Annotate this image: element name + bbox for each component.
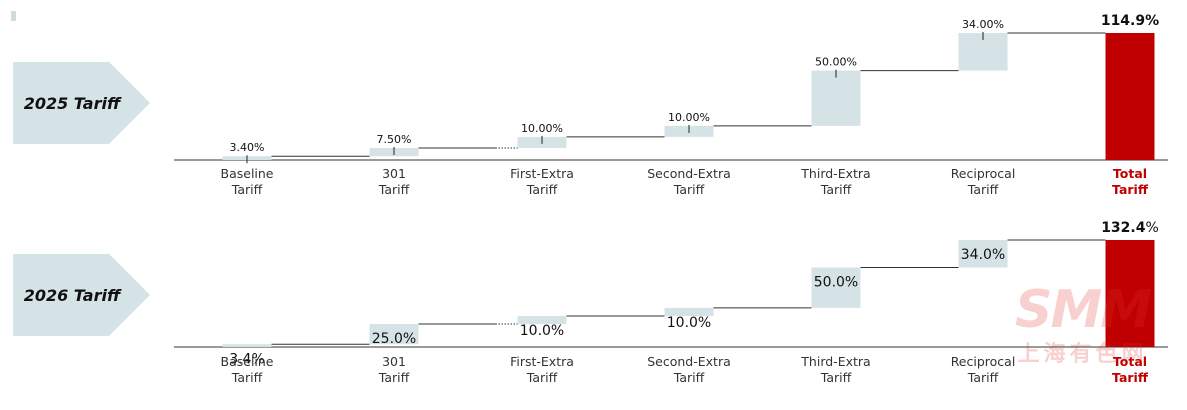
category-label: Tariff: [378, 370, 410, 385]
total-value-label: 132.4%: [1101, 220, 1159, 236]
category-label: Baseline: [221, 354, 274, 369]
step-bar: [664, 307, 714, 316]
category-label: 301: [382, 354, 406, 369]
row-tag-label: 2026 Tariff: [23, 285, 121, 305]
category-label: Tariff: [820, 182, 852, 197]
total-bar: [1105, 240, 1155, 347]
data-value-label: 50.00%: [815, 56, 857, 69]
step-bar: [222, 344, 272, 347]
data-value-label: 10.00%: [668, 111, 710, 124]
category-label: Tariff: [526, 370, 558, 385]
category-label: First-Extra: [510, 166, 574, 181]
category-label: Tariff: [526, 182, 558, 197]
category-label: Tariff: [673, 370, 705, 385]
row-tag-2025: 2025 Tariff: [13, 62, 151, 144]
category-label: Tariff: [673, 182, 705, 197]
step-bar: [369, 324, 419, 345]
data-value-label: 3.4%: [229, 351, 265, 367]
category-label: Tariff: [1112, 370, 1149, 385]
tag-arrow-shape: [13, 254, 150, 336]
step-bar: [811, 70, 861, 126]
category-label: Total: [1113, 354, 1147, 369]
data-value-label: 10.0%: [520, 323, 564, 339]
category-label: Tariff: [1112, 182, 1149, 197]
category-label: Reciprocal: [951, 354, 1016, 369]
category-label: Tariff: [231, 370, 263, 385]
waterfall-chart-2025: 3.40%BaselineTariff7.50%301Tariff10.00%F…: [174, 13, 1168, 197]
category-label: Tariff: [967, 370, 999, 385]
category-label: Tariff: [820, 370, 852, 385]
tag-arrow-shape: [13, 62, 150, 144]
row-tag-2026: 2026 Tariff: [13, 254, 151, 336]
category-label: Total: [1113, 166, 1147, 181]
step-bar: [811, 267, 861, 308]
data-value-label: 10.0%: [667, 315, 711, 331]
step-bar: [517, 315, 567, 325]
total-value-label: 114.9%: [1101, 13, 1159, 29]
category-label: Third-Extra: [800, 166, 870, 181]
data-value-label: 34.0%: [961, 247, 1005, 263]
data-value-label: 3.40%: [230, 141, 265, 154]
category-label: Third-Extra: [800, 354, 870, 369]
data-value-label: 7.50%: [377, 133, 412, 146]
data-value-label: 50.0%: [814, 274, 858, 290]
total-bar: [1105, 33, 1155, 160]
data-value-label: 10.00%: [521, 122, 563, 135]
corner-decoration: [11, 11, 16, 21]
category-label: Tariff: [231, 182, 263, 197]
row-tag-label: 2025 Tariff: [23, 93, 121, 113]
category-label: Tariff: [967, 182, 999, 197]
category-label: Reciprocal: [951, 166, 1016, 181]
category-label: Baseline: [221, 166, 274, 181]
step-bar: [958, 240, 1008, 268]
data-value-label: 34.00%: [962, 18, 1004, 31]
category-label: Tariff: [378, 182, 410, 197]
category-label: 301: [382, 166, 406, 181]
category-label: Second-Extra: [647, 166, 731, 181]
data-value-label: 25.0%: [372, 331, 416, 347]
category-label: First-Extra: [510, 354, 574, 369]
category-label: Second-Extra: [647, 354, 731, 369]
